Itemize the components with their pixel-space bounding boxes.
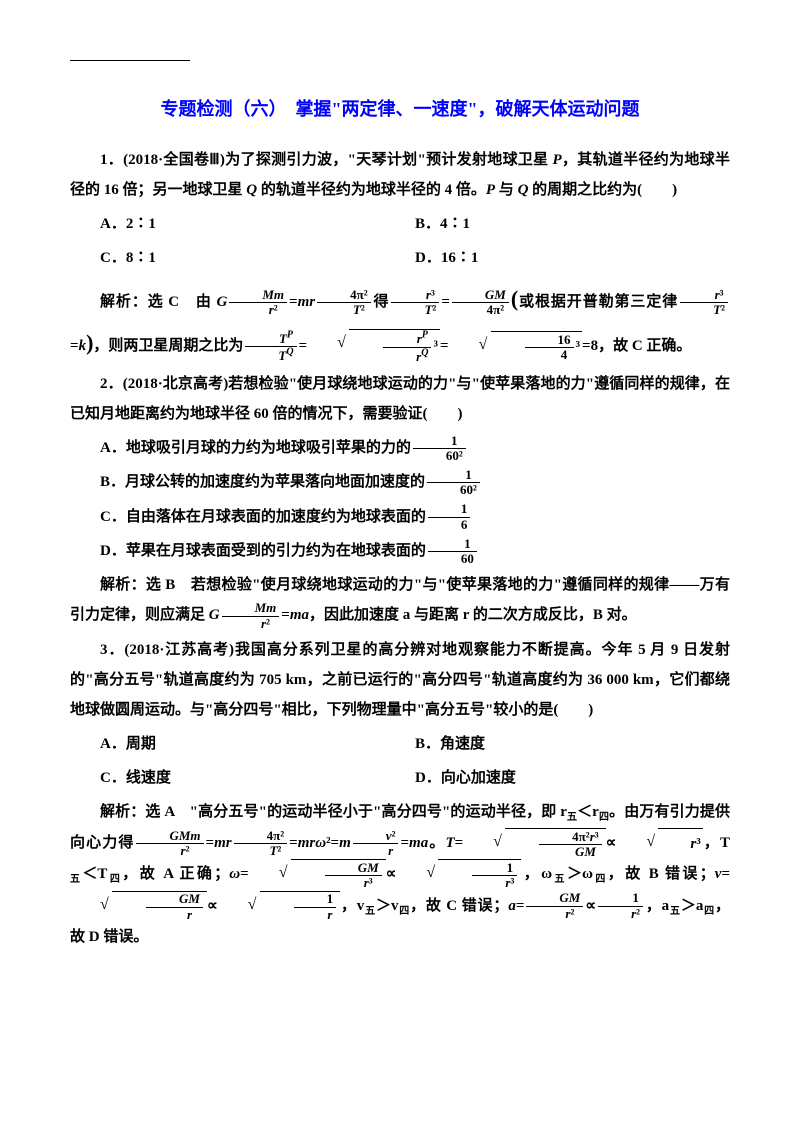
- q3-s5a: 五: [567, 812, 577, 823]
- q3-options-row2: C．线速度 D．向心加速度: [100, 763, 730, 793]
- q2-optD-text: D．苹果在月球表面受到的引力约为在地球表面的: [100, 543, 426, 559]
- q1-sat-p2: P: [486, 182, 495, 198]
- q2-optC-text: C．自由落体在月球表面的加速度约为地球表面的: [100, 509, 426, 525]
- q2-answer: 解析：选 B 若想检验"使月球绕地球运动的力"与"使苹果落地的力"遵循同样的规律…: [70, 570, 730, 630]
- q2-optA: A．地球吸引月球的力约为地球吸引苹果的力的160²: [70, 433, 730, 463]
- q2-a-den: 60²: [413, 449, 466, 463]
- q2-d-num: 1: [428, 537, 477, 552]
- q3-a3b: ＞ω: [567, 866, 593, 882]
- q2-optB: B．月球公转的加速度约为苹果落向地面加速度的160²: [70, 467, 730, 497]
- q1-sat-p: P: [553, 152, 562, 168]
- q1-optC: C．8∶1: [100, 243, 415, 273]
- q1-options-row1: A．2∶1 B．4∶1: [100, 209, 730, 239]
- q3-s5e: 五: [669, 906, 681, 917]
- q1-t3: 的轨道半径约为地球半径的 4 倍。: [257, 182, 486, 198]
- q3-s4e: 四: [703, 906, 715, 917]
- q2-b-num: 1: [427, 468, 480, 483]
- q2-d-den: 60: [428, 552, 477, 566]
- q1-sat-q: Q: [246, 182, 257, 198]
- q3-s5b: 五: [70, 874, 82, 885]
- header-divider: [70, 60, 190, 61]
- q3-s5d: 五: [364, 906, 376, 917]
- q2-optA-text: A．地球吸引月球的力约为地球吸引苹果的力的: [100, 440, 411, 456]
- q3-s4c: 四: [593, 874, 608, 885]
- q1-ans-res: =8，故 C 正确。: [582, 338, 691, 354]
- q3-a4: ，v: [340, 898, 364, 914]
- q1-ans-label: 解析：选 C 由: [100, 294, 217, 310]
- q3-optD: D．向心加速度: [415, 763, 730, 793]
- q2-optC: C．自由落体在月球表面的加速度约为地球表面的16: [70, 502, 730, 532]
- q1-optA: A．2∶1: [100, 209, 415, 239]
- q1-ans-mid: 或根据开普勒第三定律: [518, 294, 678, 310]
- q3-a4c: ，故 C 错误；: [410, 898, 508, 914]
- q1-prefix: 1．(2018·全国卷Ⅲ)为了探测引力波，"天琴计划"预计发射地球卫星: [100, 152, 553, 168]
- q3-a5: ，a: [645, 898, 669, 914]
- q3-a1: 解析：选 A "高分五号"的运动半径小于"高分四号"的运动半径，即 r: [100, 804, 567, 820]
- q3-a3: ，ω: [521, 866, 552, 882]
- q3-a2c: ，故 A 正确；: [122, 866, 229, 882]
- q3-a4b: ＞v: [376, 898, 399, 914]
- q1-t4: 与: [495, 182, 518, 198]
- q3-text: 3．(2018·江苏高考)我国高分系列卫星的高分辨对地观察能力不断提高。今年 5…: [70, 635, 730, 725]
- q3-optC: C．线速度: [100, 763, 415, 793]
- q2-c-den: 6: [428, 518, 471, 532]
- q2-ans2: ，因此加速度 a 与距离 r 的二次方成反比，B 对。: [309, 607, 637, 623]
- q3-a2: ，T: [703, 835, 730, 851]
- q2-optB-text: B．月球公转的加速度约为苹果落向地面加速度的: [100, 474, 425, 490]
- q1-optB: B．4∶1: [415, 209, 730, 239]
- q3-a1b: ＜r: [577, 804, 599, 820]
- q3-optB: B．角速度: [415, 729, 730, 759]
- q1-ans-end: ，则两卫星周期之比为: [93, 338, 243, 354]
- q2-a-num: 1: [413, 434, 466, 449]
- q3-optA: A．周期: [100, 729, 415, 759]
- q1-t5: 的周期之比约为( ): [528, 182, 677, 198]
- q3-s5c: 五: [552, 874, 567, 885]
- q3-options-row1: A．周期 B．角速度: [100, 729, 730, 759]
- q1-optD: D．16∶1: [415, 243, 730, 273]
- q2-optD: D．苹果在月球表面受到的引力约为在地球表面的160: [70, 536, 730, 566]
- q1-options-row2: C．8∶1 D．16∶1: [100, 243, 730, 273]
- q2-b-den: 60²: [427, 483, 480, 497]
- q3-s4d: 四: [398, 906, 410, 917]
- page-title: 专题检测（六） 掌握"两定律、一速度"，破解天体运动问题: [70, 91, 730, 127]
- q2-c-num: 1: [428, 502, 471, 517]
- q2-text: 2．(2018·北京高考)若想检验"使月球绕地球运动的力"与"使苹果落地的力"遵…: [70, 369, 730, 429]
- q3-answer: 解析：选 A "高分五号"的运动半径小于"高分四号"的运动半径，即 r五＜r四。…: [70, 797, 730, 952]
- q3-s4a: 四: [599, 812, 609, 823]
- q1-answer: 解析：选 C 由 GMmr²=mr4π²T²得r³T²=GM4π²(或根据开普勒…: [70, 277, 730, 365]
- q3-a5b: ＞a: [681, 898, 704, 914]
- q3-a2b: ＜T: [82, 866, 107, 882]
- q1-sat-q2: Q: [518, 182, 529, 198]
- q3-a3c: ，故 B 错误；: [608, 866, 715, 882]
- q1-text: 1．(2018·全国卷Ⅲ)为了探测引力波，"天琴计划"预计发射地球卫星 P，其轨…: [70, 145, 730, 205]
- q3-s4b: 四: [107, 874, 122, 885]
